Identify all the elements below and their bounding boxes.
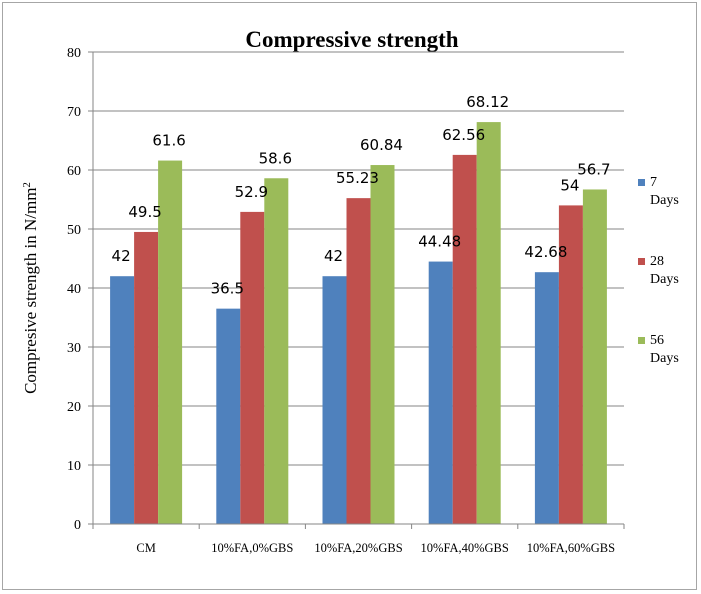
y-axis-label-superscript: 2 xyxy=(21,182,33,188)
bar-value-label: 49.5 xyxy=(128,203,161,221)
chart-title: Compressive strength xyxy=(245,27,458,52)
bar xyxy=(452,154,477,524)
legend-label-line: Days xyxy=(650,351,679,366)
legend-label-line: Days xyxy=(650,193,679,208)
legend-swatch xyxy=(638,258,645,265)
y-tick-label: 70 xyxy=(67,105,81,120)
bar xyxy=(216,308,241,524)
bar xyxy=(322,276,347,524)
y-tick-labels: 0 10 20 30 40 50 60 70 80 xyxy=(67,46,81,533)
y-tick-label: 60 xyxy=(67,164,81,179)
y-tick-label: 10 xyxy=(67,459,81,474)
bar-value-label: 36.5 xyxy=(211,280,244,298)
bar xyxy=(582,189,607,524)
x-tick-label: 10%FA,20%GBS xyxy=(314,541,402,555)
bar-value-label: 54 xyxy=(560,176,579,194)
legend: 7 Days 28 Days 56 Days xyxy=(638,175,679,366)
bar-value-label: 42.68 xyxy=(524,243,567,261)
legend-label-line: Days xyxy=(650,272,679,287)
legend-label-line: 7 xyxy=(650,175,657,190)
bars xyxy=(110,122,607,524)
bar xyxy=(558,205,583,524)
bar-value-labels: 42 49.5 61.6 36.5 52.9 58.6 42 55.23 60.84 44.48 6… xyxy=(112,93,611,298)
y-tick-label: 0 xyxy=(74,518,81,533)
x-tick-label: 10%FA,40%GBS xyxy=(421,541,509,555)
bar-value-label: 56.7 xyxy=(577,160,610,178)
bar xyxy=(264,178,289,524)
x-tick-label: 10%FA,60%GBS xyxy=(527,541,615,555)
bar-value-label: 42 xyxy=(324,247,343,265)
bar-value-label: 62.56 xyxy=(442,126,485,144)
bar-value-label: 60.84 xyxy=(360,136,403,154)
bar-value-label: 61.6 xyxy=(152,132,185,150)
bar xyxy=(476,122,501,524)
bar xyxy=(428,261,453,524)
bar-value-label: 68.12 xyxy=(466,93,509,111)
bar xyxy=(134,231,159,524)
x-tick-labels: CM 10%FA,0%GBS 10%FA,20%GBS 10%FA,40%GBS 10%… xyxy=(136,541,615,555)
y-tick-label: 40 xyxy=(67,282,81,297)
y-tick-label: 50 xyxy=(67,223,81,238)
x-tick-label: 10%FA,0%GBS xyxy=(211,541,293,555)
y-tick-label: 80 xyxy=(67,46,81,61)
bar-value-label: 55.23 xyxy=(336,169,379,187)
bar-value-label: 42 xyxy=(112,247,131,265)
axes xyxy=(88,51,625,529)
bar xyxy=(110,276,135,524)
bar xyxy=(370,165,395,524)
bar-value-label: 52.9 xyxy=(235,183,268,201)
bar-value-label: 58.6 xyxy=(259,149,292,167)
y-axis-label: Compresive strength in N/mm2 xyxy=(21,182,40,394)
y-tick-label: 30 xyxy=(67,341,81,356)
bar xyxy=(346,198,371,524)
bar xyxy=(240,211,265,524)
bar xyxy=(534,272,559,524)
bar xyxy=(158,160,183,524)
legend-swatch xyxy=(638,179,645,186)
y-axis-label-text: Compresive strength in N/mm xyxy=(21,188,40,394)
legend-swatch xyxy=(638,337,645,344)
bar-value-label: 44.48 xyxy=(418,233,461,251)
x-tick-label: CM xyxy=(136,541,155,555)
legend-label-line: 28 xyxy=(650,254,664,269)
y-tick-label: 20 xyxy=(67,400,81,415)
legend-label-line: 56 xyxy=(650,333,664,348)
